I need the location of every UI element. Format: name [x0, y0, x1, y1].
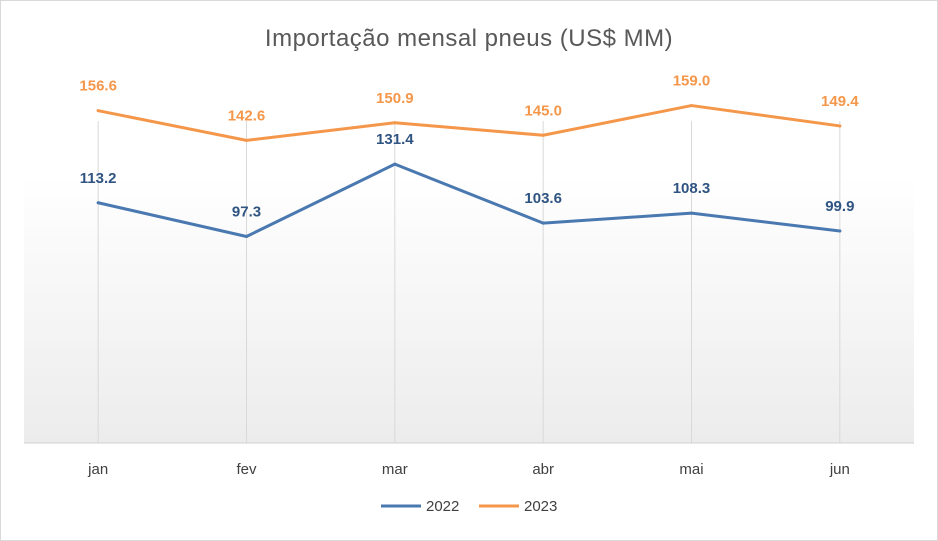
x-tick-mar: mar: [382, 461, 408, 478]
data-label-2022-abr: 103.6: [524, 190, 562, 207]
point-2023-abr: [541, 133, 545, 137]
series-line-2022: [96, 162, 842, 239]
point-2022-mar: [393, 162, 397, 166]
series-line-2023: [96, 104, 842, 142]
legend-label-2023: 2023: [524, 498, 557, 515]
data-label-2023-fev: 142.6: [228, 107, 266, 124]
legend-label-2022: 2022: [426, 498, 459, 515]
data-label-2023-jan: 156.6: [79, 78, 117, 95]
data-label-2022-mai: 108.3: [673, 180, 711, 197]
data-label-2023-abr: 145.0: [524, 102, 562, 119]
x-tick-labels: jan fev mar abr mai jun: [87, 461, 850, 478]
point-2023-fev: [245, 138, 248, 142]
gridlines: [97, 121, 841, 443]
legend: 2022 2023: [381, 498, 557, 515]
x-tick-abr: abr: [532, 461, 554, 478]
point-2023-mai: [690, 104, 693, 108]
point-2022-jun: [838, 229, 842, 233]
data-label-2023-mai: 159.0: [673, 73, 711, 90]
point-2023-jan: [96, 109, 100, 113]
data-label-2022-jun: 99.9: [825, 198, 854, 215]
data-label-2023-mar: 150.9: [376, 90, 414, 107]
data-label-2023-jun: 149.4: [821, 93, 859, 110]
point-2023-jun: [838, 124, 842, 128]
point-2022-abr: [541, 221, 545, 225]
data-label-2022-fev: 97.3: [232, 204, 261, 221]
x-tick-jun: jun: [829, 461, 850, 478]
chart-title: Importação mensal pneus (US$ MM): [265, 25, 673, 52]
series-layer: [96, 104, 842, 239]
data-label-2022-mar: 131.4: [376, 131, 414, 148]
point-2022-jan: [96, 201, 100, 205]
point-2023-mar: [393, 121, 397, 125]
data-label-2022-jan: 113.2: [80, 170, 117, 187]
x-tick-fev: fev: [236, 461, 257, 478]
point-2022-mai: [690, 211, 693, 215]
x-tick-mai: mai: [679, 461, 703, 478]
point-2022-fev: [245, 235, 248, 239]
data-labels: 113.2 97.3 131.4 103.6 108.3 99.9 156.6 142.6 15…: [79, 73, 859, 221]
x-tick-jan: jan: [87, 461, 108, 478]
